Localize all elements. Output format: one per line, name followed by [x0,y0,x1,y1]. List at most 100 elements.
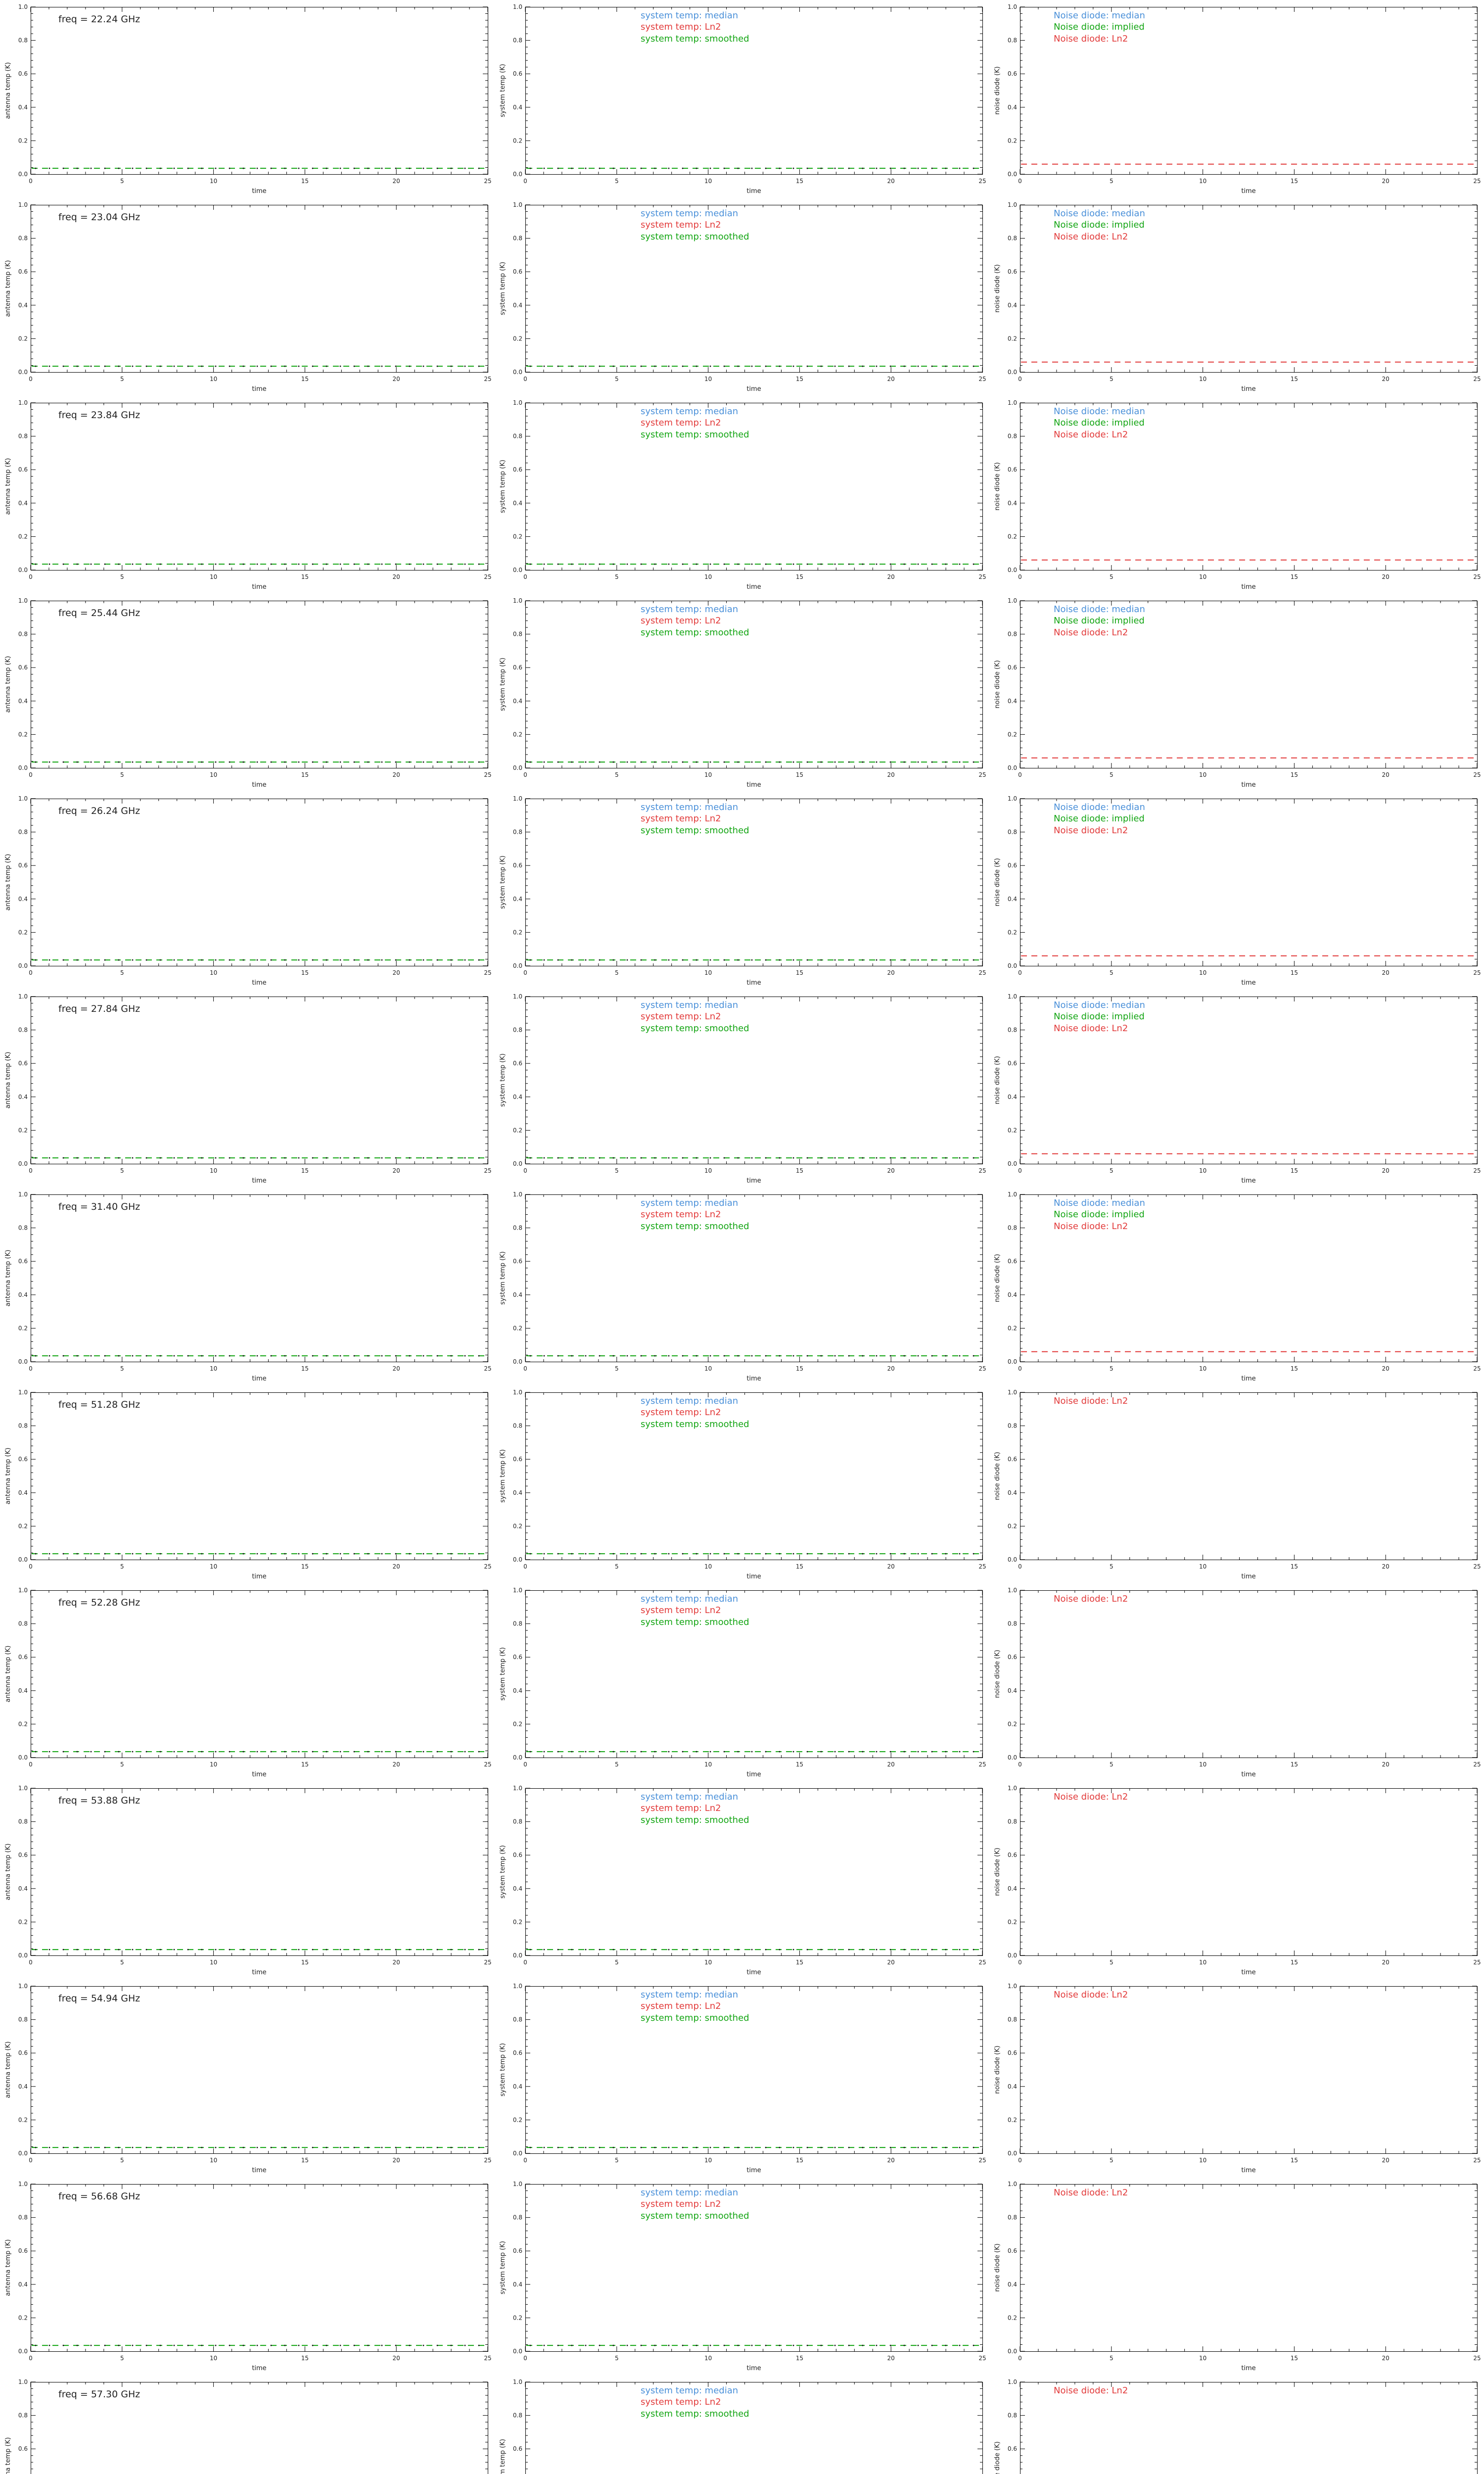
svg-text:0.2: 0.2 [1008,1127,1017,1134]
svg-text:noise diode (K): noise diode (K) [994,66,1001,115]
svg-text:time: time [252,583,266,591]
legend: Noise diode: median Noise diode: implied N… [1054,999,1145,1034]
panel-r10-c3: 0 5 10 15 20 25 0.0 0.2 0.4 0.6 0.8 1.0 time noise di… [989,1781,1484,1979]
svg-text:1.0: 1.0 [18,3,28,10]
svg-text:10: 10 [1199,178,1206,185]
svg-text:5: 5 [1110,178,1113,185]
svg-text:0.2: 0.2 [513,1918,522,1925]
svg-text:0.6: 0.6 [513,466,522,473]
svg-text:0.6: 0.6 [1008,466,1017,473]
freq-label: freq = 57.30 GHz [58,2389,140,2400]
panel-r7-c2: 0 5 10 15 20 25 0.0 0.2 0.4 0.6 0.8 1.0 time system t… [495,1188,989,1385]
svg-text:0.0: 0.0 [513,171,522,178]
svg-text:20: 20 [1382,969,1390,976]
legend-item: system temp: smoothed [641,231,749,242]
legend-item: system temp: Ln2 [641,418,721,428]
svg-text:time: time [252,1573,266,1580]
panel-r3-c3: 0 5 10 15 20 25 0.0 0.2 0.4 0.6 0.8 1.0 time noise di… [989,396,1484,594]
svg-text:time: time [1241,1969,1255,1976]
svg-text:15: 15 [301,771,309,778]
svg-text:15: 15 [1291,573,1298,580]
svg-text:5: 5 [1110,1167,1113,1174]
legend-item: Noise diode: implied [1054,418,1145,428]
svg-text:25: 25 [1473,1761,1481,1768]
svg-text:0.6: 0.6 [1008,1258,1017,1265]
svg-text:time: time [746,979,761,987]
svg-text:0: 0 [523,1761,527,1768]
svg-text:10: 10 [210,1563,217,1570]
svg-text:15: 15 [1291,1563,1298,1570]
svg-text:1.0: 1.0 [513,1191,522,1198]
freq-label: freq = 53.88 GHz [58,1795,140,1806]
svg-text:0.8: 0.8 [513,235,522,242]
svg-text:0.8: 0.8 [1008,433,1017,440]
svg-text:10: 10 [210,573,217,580]
svg-text:20: 20 [1382,1563,1390,1570]
svg-text:1.0: 1.0 [1008,1785,1017,1792]
svg-text:25: 25 [484,1563,491,1570]
svg-text:10: 10 [1199,771,1206,778]
legend: system temp: median system temp: Ln2 syste… [641,1395,749,1430]
svg-text:1.0: 1.0 [1008,201,1017,208]
svg-text:0.4: 0.4 [18,896,28,903]
svg-text:time: time [746,1573,761,1580]
svg-text:0.6: 0.6 [513,70,522,77]
legend: Noise diode: median Noise diode: implied N… [1054,604,1145,638]
svg-text:25: 25 [1473,1365,1481,1372]
legend-item: system temp: median [641,1990,739,2000]
svg-text:system temp (K): system temp (K) [499,1449,507,1503]
svg-text:25: 25 [1473,1959,1481,1966]
svg-text:0.4: 0.4 [513,1885,522,1892]
svg-text:10: 10 [704,969,712,976]
svg-text:1.0: 1.0 [513,399,522,406]
svg-text:0.0: 0.0 [1008,1952,1017,1959]
svg-text:15: 15 [796,376,803,382]
svg-text:1.0: 1.0 [18,399,28,406]
svg-text:5: 5 [1110,771,1113,778]
svg-text:0.8: 0.8 [1008,1423,1017,1429]
panel-r7-c1: 0 5 10 15 20 25 0.0 0.2 0.4 0.6 0.8 1.0 time antenna … [0,1188,495,1385]
svg-text:noise diode (K): noise diode (K) [994,264,1001,313]
plot-canvas: 0 5 10 15 20 25 0.0 0.2 0.4 0.6 0.8 1.0 time system t… [499,795,986,987]
svg-text:10: 10 [210,2355,217,2362]
svg-text:15: 15 [1291,376,1298,382]
svg-text:0: 0 [29,376,33,382]
legend-item: Noise diode: Ln2 [1054,429,1128,440]
svg-text:1.0: 1.0 [513,795,522,802]
svg-text:0.0: 0.0 [18,2150,28,2157]
svg-text:0: 0 [523,1563,527,1570]
svg-text:0.6: 0.6 [18,1060,28,1067]
svg-text:20: 20 [887,1563,895,1570]
svg-text:system temp (K): system temp (K) [499,658,507,711]
svg-text:15: 15 [1291,1761,1298,1768]
svg-text:25: 25 [484,771,491,778]
svg-text:20: 20 [393,771,400,778]
svg-text:1.0: 1.0 [1008,1587,1017,1594]
svg-text:5: 5 [615,969,619,976]
plot-canvas: 0 5 10 15 20 25 0.0 0.2 0.4 0.6 0.8 1.0 time antenna … [4,597,492,789]
svg-text:15: 15 [301,1563,309,1570]
svg-text:0.8: 0.8 [18,1620,28,1627]
svg-text:0.6: 0.6 [513,1852,522,1858]
svg-text:20: 20 [887,1959,895,1966]
svg-text:antenna temp (K): antenna temp (K) [4,656,12,713]
panel-r12-c1: 0 5 10 15 20 25 0.0 0.2 0.4 0.6 0.8 1.0 time antenna … [0,2177,495,2375]
svg-text:time: time [1241,385,1255,393]
legend-item: system temp: smoothed [641,33,749,44]
svg-text:0.6: 0.6 [18,1852,28,1858]
svg-text:time: time [1241,583,1255,591]
legend-item: Noise diode: median [1054,10,1145,21]
freq-label: freq = 23.04 GHz [58,212,140,223]
svg-text:0.2: 0.2 [1008,731,1017,738]
panel-r2-c3: 0 5 10 15 20 25 0.0 0.2 0.4 0.6 0.8 1.0 time noise di… [989,198,1484,396]
svg-text:0: 0 [523,573,527,580]
svg-text:0: 0 [29,2157,33,2164]
svg-text:0.2: 0.2 [513,2116,522,2123]
svg-text:0.0: 0.0 [18,2348,28,2355]
svg-text:25: 25 [978,1167,986,1174]
svg-text:0.8: 0.8 [18,433,28,440]
